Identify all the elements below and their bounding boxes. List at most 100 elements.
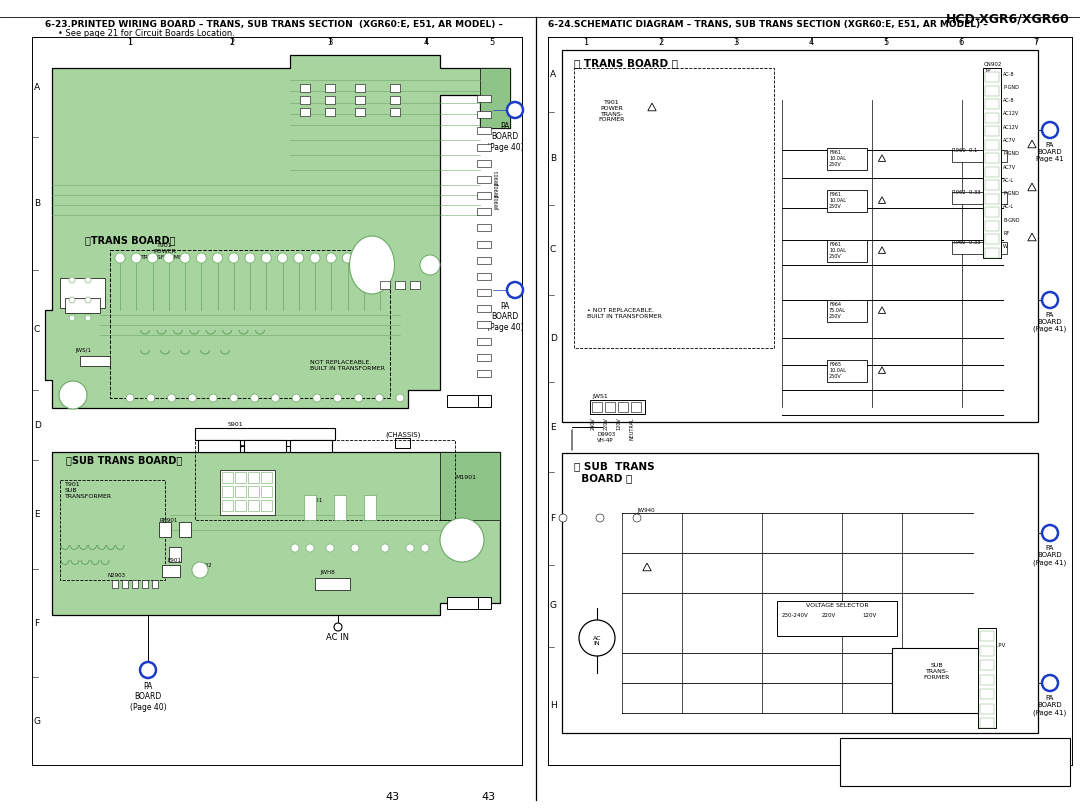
Bar <box>195 440 455 520</box>
Circle shape <box>326 253 336 263</box>
Bar <box>248 486 259 497</box>
Bar <box>985 72 999 82</box>
Bar <box>477 257 491 264</box>
Polygon shape <box>643 563 651 571</box>
Circle shape <box>69 297 75 303</box>
Text: • See page 21 for Circuit Boards Location.: • See page 21 for Circuit Boards Locatio… <box>58 29 234 38</box>
Bar <box>573 68 774 348</box>
Text: RN901: RN901 <box>160 518 178 523</box>
Bar <box>291 440 332 452</box>
Bar <box>892 648 982 713</box>
Polygon shape <box>648 103 657 111</box>
Circle shape <box>440 518 484 562</box>
Circle shape <box>375 253 384 263</box>
Circle shape <box>596 514 604 522</box>
Text: AC7V: AC7V <box>1003 138 1016 143</box>
Text: 11
(11): 11 (11) <box>474 396 484 407</box>
Polygon shape <box>878 247 886 253</box>
Text: 1-683-444: 1-683-444 <box>449 396 477 401</box>
Bar <box>827 300 867 322</box>
Circle shape <box>85 315 91 321</box>
Text: JWH8: JWH8 <box>320 570 335 575</box>
Text: F961
10.0AL
250V: F961 10.0AL 250V <box>829 242 846 259</box>
Bar <box>477 321 491 328</box>
Text: P-GND: P-GND <box>1003 85 1018 90</box>
Bar <box>477 241 491 247</box>
Text: 1-683-445: 1-683-445 <box>449 598 477 603</box>
Text: 4: 4 <box>423 38 429 47</box>
Bar <box>477 208 491 215</box>
Bar <box>300 108 310 116</box>
Bar <box>477 144 491 151</box>
Polygon shape <box>52 452 500 615</box>
Text: 11
(11): 11 (11) <box>474 598 484 609</box>
Text: 240V: 240V <box>591 417 595 430</box>
Bar <box>477 127 491 135</box>
Text: 220V: 220V <box>604 417 608 430</box>
Text: C941: C941 <box>235 498 249 503</box>
Circle shape <box>164 253 174 263</box>
Bar <box>355 84 365 92</box>
Bar <box>605 402 615 412</box>
Text: AC-IN: AC-IN <box>983 697 998 702</box>
Text: SUB
TRANS-
FORMER: SUB TRANS- FORMER <box>923 663 950 680</box>
Text: AC-L: AC-L <box>1003 178 1014 183</box>
Polygon shape <box>480 68 510 128</box>
Circle shape <box>69 277 75 283</box>
Bar <box>980 660 994 670</box>
Text: S901: S901 <box>227 422 243 427</box>
Bar <box>985 194 999 204</box>
Circle shape <box>507 102 523 118</box>
Circle shape <box>147 394 154 402</box>
Text: F: F <box>550 514 555 523</box>
Text: N2903: N2903 <box>108 573 126 578</box>
Text: G: G <box>550 602 557 611</box>
Text: CN951: CN951 <box>305 498 323 503</box>
Bar <box>477 225 491 231</box>
Bar <box>477 273 491 280</box>
Bar <box>477 160 491 167</box>
Text: JW902: JW902 <box>496 182 500 198</box>
Circle shape <box>271 394 280 402</box>
Bar <box>244 440 286 452</box>
Bar <box>112 580 118 588</box>
Bar <box>951 242 1007 254</box>
Bar <box>390 108 400 116</box>
Circle shape <box>188 394 197 402</box>
Text: AC IN: AC IN <box>326 633 350 642</box>
Text: VOLTAGE SELECTOR: VOLTAGE SELECTOR <box>230 429 299 435</box>
Bar <box>248 472 259 483</box>
Text: 5: 5 <box>489 38 495 47</box>
Ellipse shape <box>350 236 394 294</box>
Bar <box>618 402 627 412</box>
Bar <box>951 192 1007 204</box>
Bar <box>980 718 994 728</box>
Text: R962  0.33: R962 0.33 <box>951 190 981 195</box>
Circle shape <box>406 544 414 552</box>
Circle shape <box>132 253 141 263</box>
Circle shape <box>507 282 523 298</box>
Polygon shape <box>878 155 886 161</box>
Text: E: E <box>33 510 40 519</box>
Polygon shape <box>878 307 886 313</box>
Text: 43: 43 <box>386 792 400 802</box>
Bar <box>477 95 491 102</box>
Text: B: B <box>33 199 40 208</box>
Bar <box>985 139 999 150</box>
Text: 3: 3 <box>733 38 739 47</box>
Text: E901: E901 <box>168 558 181 563</box>
Bar <box>477 370 491 377</box>
Circle shape <box>213 253 222 263</box>
Text: 1: 1 <box>583 38 589 47</box>
Circle shape <box>114 253 125 263</box>
Bar <box>195 428 335 440</box>
Text: PA
BOARD
(Page 40): PA BOARD (Page 40) <box>487 302 524 332</box>
Bar <box>477 289 491 296</box>
Bar <box>985 234 999 244</box>
Text: AC-IN: AC-IN <box>983 679 998 684</box>
Bar <box>827 190 867 212</box>
Bar <box>980 689 994 699</box>
Circle shape <box>334 623 342 631</box>
Circle shape <box>559 514 567 522</box>
Bar <box>985 167 999 177</box>
